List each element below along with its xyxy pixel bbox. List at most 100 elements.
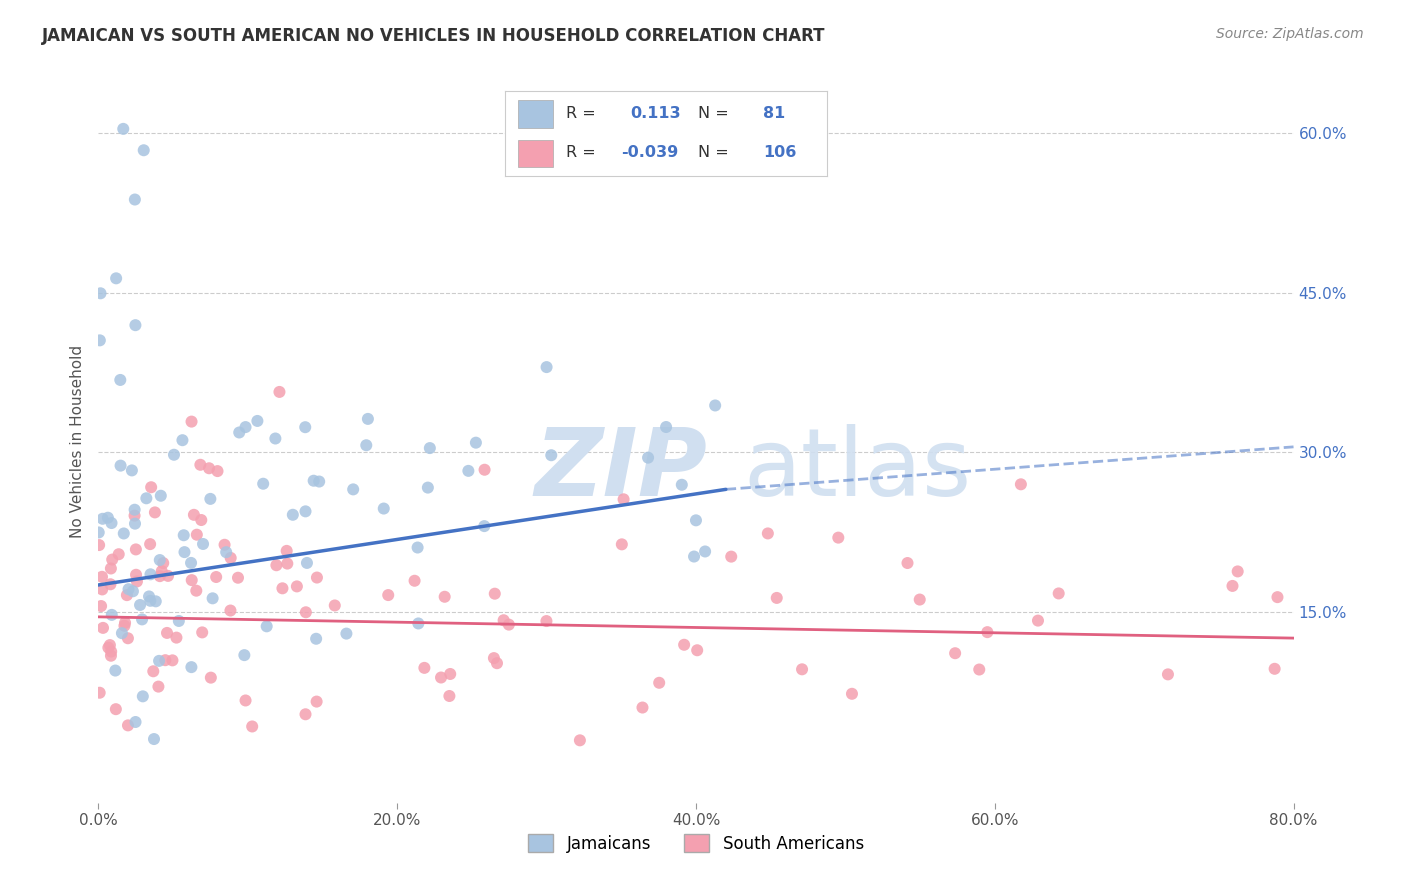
Point: [117, 718, 139, 732]
Point: [125, 574, 148, 589]
Point: [271, 582, 294, 596]
Point: [673, 638, 696, 652]
Point: [149, 553, 172, 567]
Point: [165, 631, 187, 645]
Point: [841, 687, 863, 701]
Point: [124, 508, 146, 523]
Point: [89, 286, 111, 301]
Point: [148, 680, 170, 694]
Point: [294, 707, 316, 722]
Point: [610, 537, 633, 551]
Point: [117, 582, 139, 597]
Point: [186, 583, 208, 598]
Text: N =: N =: [699, 145, 730, 161]
Point: [100, 607, 122, 622]
Point: [115, 588, 138, 602]
Point: [373, 501, 395, 516]
Point: [1264, 662, 1286, 676]
Point: [97, 640, 120, 655]
Point: [1157, 667, 1180, 681]
Point: [464, 435, 486, 450]
Point: [124, 318, 146, 333]
Point: [139, 594, 162, 608]
Point: [439, 667, 461, 681]
Point: [163, 448, 186, 462]
Point: [107, 547, 129, 561]
Point: [90, 599, 112, 613]
Point: [276, 544, 298, 558]
Text: Source: ZipAtlas.com: Source: ZipAtlas.com: [1216, 27, 1364, 41]
Point: [419, 441, 441, 455]
Point: [124, 193, 146, 207]
Text: N =: N =: [699, 106, 730, 121]
Text: R =: R =: [567, 145, 596, 161]
Y-axis label: No Vehicles in Household: No Vehicles in Household: [69, 345, 84, 538]
Point: [256, 619, 278, 633]
Point: [104, 702, 127, 716]
Point: [114, 615, 136, 630]
Point: [406, 541, 429, 555]
Point: [142, 665, 165, 679]
Point: [1226, 565, 1249, 579]
Point: [172, 433, 194, 447]
Point: [122, 584, 145, 599]
Point: [536, 360, 558, 375]
Point: [252, 476, 274, 491]
Point: [89, 686, 111, 700]
Point: [439, 689, 461, 703]
Point: [335, 626, 357, 640]
Point: [91, 582, 114, 597]
Point: [143, 732, 166, 747]
Point: [568, 733, 591, 747]
Point: [100, 516, 122, 530]
Point: [112, 526, 135, 541]
Point: [98, 638, 121, 652]
Point: [637, 450, 659, 465]
Point: [430, 671, 453, 685]
Point: [157, 569, 180, 583]
Point: [323, 599, 346, 613]
Point: [305, 695, 328, 709]
Point: [342, 483, 364, 497]
Point: [685, 513, 707, 527]
Point: [416, 481, 439, 495]
Point: [474, 463, 496, 477]
Text: ZIP: ZIP: [534, 425, 707, 516]
Point: [404, 574, 426, 588]
Point: [129, 598, 152, 612]
Point: [357, 412, 380, 426]
Point: [139, 537, 162, 551]
Point: [305, 632, 328, 646]
Point: [132, 143, 155, 157]
Point: [720, 549, 742, 564]
Point: [180, 415, 202, 429]
Text: -0.039: -0.039: [621, 145, 678, 161]
Point: [246, 414, 269, 428]
Point: [295, 605, 318, 619]
Point: [433, 590, 456, 604]
Point: [110, 458, 132, 473]
Point: [200, 671, 222, 685]
Point: [472, 519, 495, 533]
Point: [117, 632, 139, 646]
Point: [492, 613, 515, 627]
Point: [540, 448, 562, 462]
Point: [124, 516, 146, 531]
Point: [765, 591, 787, 605]
Point: [111, 626, 134, 640]
Point: [498, 617, 520, 632]
Point: [132, 690, 155, 704]
Point: [302, 474, 325, 488]
Point: [631, 700, 654, 714]
Point: [191, 537, 214, 551]
Point: [219, 550, 242, 565]
Point: [695, 544, 717, 558]
Point: [200, 491, 222, 506]
Point: [613, 492, 636, 507]
Point: [1047, 586, 1070, 600]
Point: [198, 461, 221, 475]
Point: [148, 654, 170, 668]
Point: [264, 432, 287, 446]
FancyBboxPatch shape: [517, 140, 553, 168]
Text: 81: 81: [763, 106, 785, 121]
